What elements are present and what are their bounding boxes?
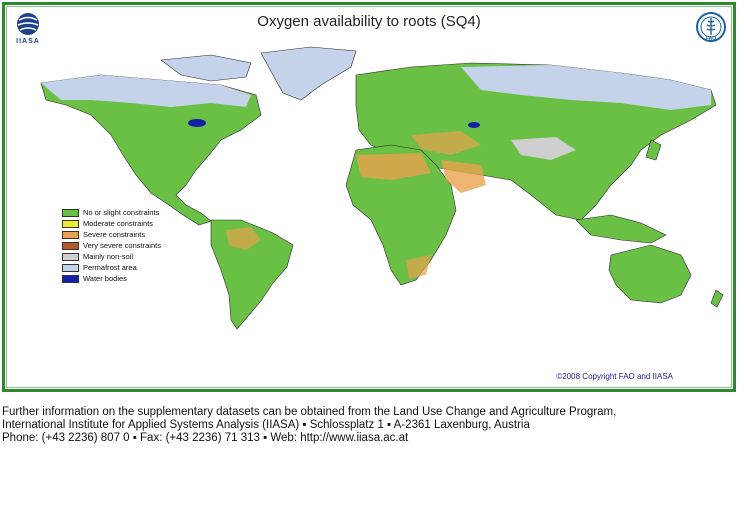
map-legend: No or slight constraints Moderate constr…	[62, 207, 161, 284]
iiasa-logo-text: IIASA	[16, 38, 40, 45]
great-lakes-water	[188, 119, 206, 127]
legend-label: Water bodies	[83, 274, 127, 283]
legend-swatch	[62, 252, 79, 261]
legend-swatch	[62, 208, 79, 217]
svg-text:FAO: FAO	[706, 36, 716, 42]
legend-item-severe-constraints: Severe constraints	[62, 229, 161, 240]
legend-item-very-severe-constraints: Very severe constraints	[62, 240, 161, 251]
legend-label: Very severe constraints	[83, 241, 161, 250]
legend-label: Moderate constraints	[83, 219, 154, 228]
legend-swatch	[62, 241, 79, 250]
legend-swatch	[62, 219, 79, 228]
footer-line-1: Further information on the supplementary…	[2, 406, 617, 418]
iiasa-globe-icon	[17, 13, 39, 35]
iiasa-logo: IIASA	[11, 11, 45, 49]
fao-emblem-icon: FAO	[696, 12, 726, 42]
map-frame: Oxygen availability to roots (SQ4) IIASA…	[2, 2, 736, 392]
legend-item-mainly-non-soil: Mainly non-soil	[62, 251, 161, 262]
legend-label: No or slight constraints	[83, 208, 160, 217]
caspian-water	[468, 122, 480, 128]
new-zealand-shape	[710, 289, 724, 308]
north-america-shape	[40, 74, 262, 226]
legend-item-moderate-constraints: Moderate constraints	[62, 218, 161, 229]
legend-swatch	[62, 230, 79, 239]
greenland-shape	[260, 46, 357, 101]
legend-item-no-constraints: No or slight constraints	[62, 207, 161, 218]
legend-swatch	[62, 274, 79, 283]
siberia-permafrost	[461, 65, 711, 110]
japan-shape	[645, 139, 662, 161]
legend-item-water-bodies: Water bodies	[62, 273, 161, 284]
copyright-text: ©2008 Copyright FAO and IIASA	[556, 372, 673, 381]
tibet-nonsoil	[511, 137, 576, 160]
footer-line-3[interactable]: Phone: (+43 2236) 807 0 ▪ Fax: (+43 2236…	[2, 432, 409, 444]
legend-swatch	[62, 263, 79, 272]
legend-item-permafrost: Permafrost area	[62, 262, 161, 273]
footer-line-2: International Institute for Applied Syst…	[2, 419, 530, 431]
legend-label: Severe constraints	[83, 230, 146, 239]
arctic-islands-shape	[160, 54, 252, 82]
fao-logo: FAO	[695, 11, 727, 43]
map-title: Oxygen availability to roots (SQ4)	[257, 13, 481, 30]
legend-label: Permafrost area	[83, 263, 137, 272]
legend-label: Mainly non-soil	[83, 252, 134, 261]
australia-shape	[608, 244, 692, 304]
world-map	[40, 46, 724, 330]
north-america-permafrost	[41, 75, 251, 107]
footer-info: Further information on the supplementary…	[2, 406, 742, 445]
south-america-shape	[210, 219, 294, 330]
se-asia-islands-shape	[575, 214, 667, 244]
